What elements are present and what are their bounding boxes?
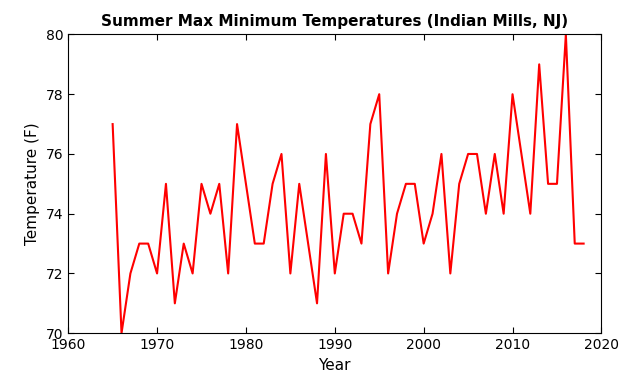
X-axis label: Year: Year: [319, 358, 351, 373]
Title: Summer Max Minimum Temperatures (Indian Mills, NJ): Summer Max Minimum Temperatures (Indian …: [101, 14, 569, 29]
Y-axis label: Temperature (F): Temperature (F): [25, 123, 40, 245]
